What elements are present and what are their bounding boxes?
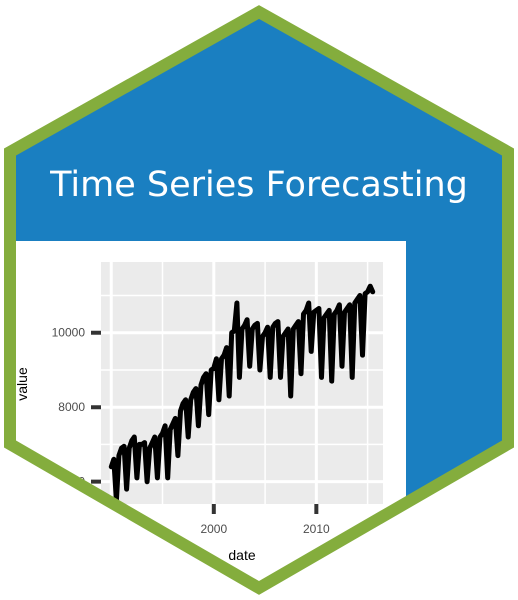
value-series-line	[108, 283, 376, 503]
y-axis-label: value	[14, 367, 30, 401]
x-tick-label: 1990	[98, 522, 125, 536]
hex-border	[4, 5, 514, 595]
x-axis-label: date	[228, 547, 255, 563]
y-tick-label: 10000	[52, 326, 86, 340]
x-tick-label: 2010	[303, 522, 330, 536]
plot-area	[101, 262, 383, 504]
sticker-title: Time Series Forecasting	[49, 165, 468, 205]
y-tick-label: 8000	[58, 400, 85, 414]
x-tick-label: 2000	[200, 522, 227, 536]
